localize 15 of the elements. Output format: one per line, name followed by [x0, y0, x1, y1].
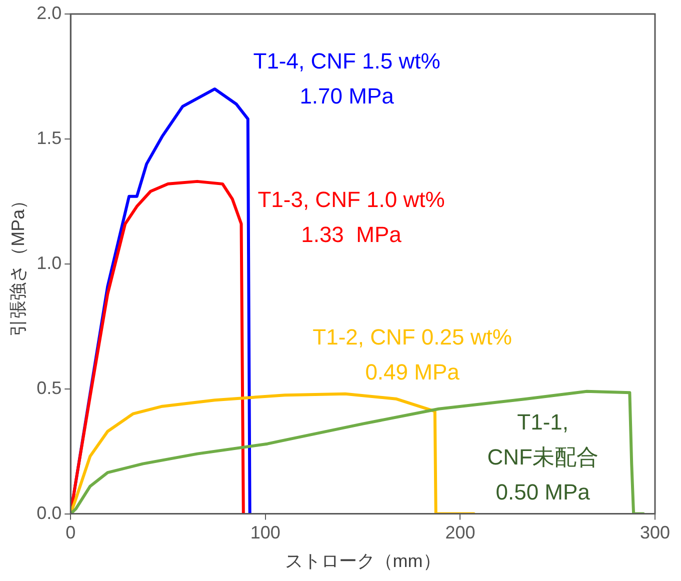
x-tick-label: 300 — [640, 522, 670, 543]
x-tick-label: 100 — [250, 522, 280, 543]
y-tick-label: 1.5 — [36, 128, 62, 148]
y-axis-title: 引張強さ（MPa） — [8, 191, 28, 336]
x-tick-label: 200 — [445, 522, 476, 543]
x-axis-title: ストローク（mm） — [284, 551, 441, 572]
annotation: T1-2, CNF 0.25 wt% 0.49 MPa — [312, 324, 512, 384]
annotation: T1-4, CNF 1.5 wt% 1.70 MPa — [253, 48, 440, 109]
y-tick-label: 0.5 — [36, 378, 62, 398]
y-tick-label: 1.0 — [36, 252, 62, 273]
x-tick-label: 0 — [66, 522, 76, 543]
y-tick-label: 2.0 — [36, 2, 62, 23]
annotation: T1-3, CNF 1.0 wt% 1.33 MPa — [258, 186, 445, 247]
annotation: T1-1, CNF未配合 0.50 MPa — [487, 409, 598, 504]
y-tick-label: 0.0 — [36, 502, 62, 523]
